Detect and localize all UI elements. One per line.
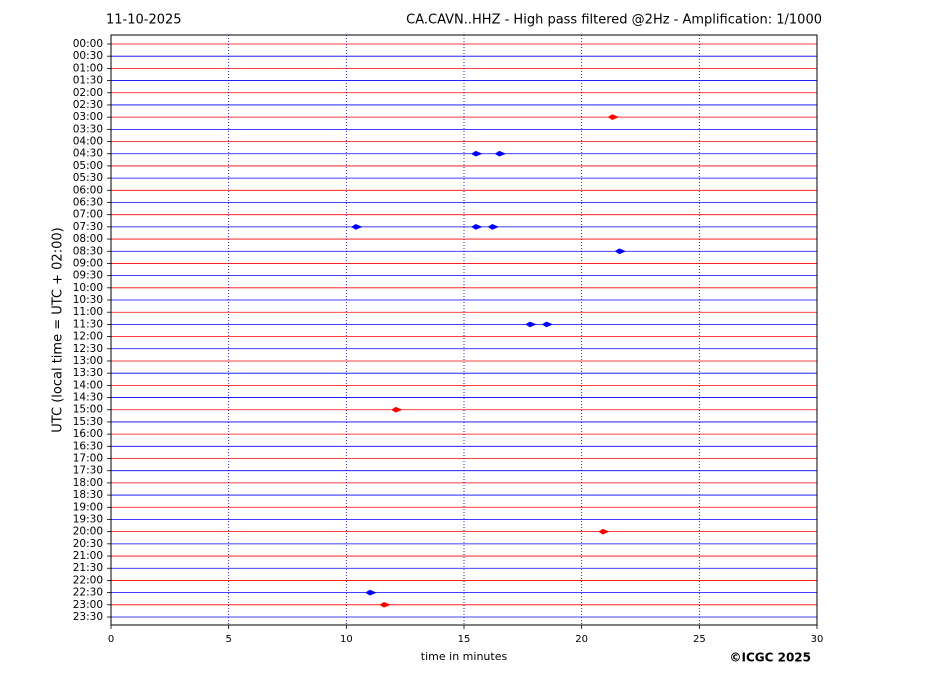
copyright: ©ICGC 2025 <box>729 651 811 665</box>
seismic-event <box>487 224 500 230</box>
y-tick-label: 20:00 <box>73 526 103 538</box>
x-tick-label: 20 <box>575 634 588 645</box>
y-tick-label: 12:00 <box>73 331 103 343</box>
plot-frame <box>110 34 818 626</box>
y-tick-label: 03:30 <box>73 123 103 135</box>
y-tick-label: 02:30 <box>73 99 103 111</box>
date: 11-10-2025 <box>106 13 182 28</box>
y-tick-label: 23:30 <box>73 611 103 623</box>
y-tick-label: 05:30 <box>73 172 103 184</box>
y-tick-label: 01:00 <box>73 62 103 74</box>
y-tick-label: 23:00 <box>73 599 103 611</box>
x-tick-label: 25 <box>693 634 706 645</box>
y-tick-label: 04:30 <box>73 148 103 160</box>
y-tick-label: 07:30 <box>73 221 103 233</box>
y-tick-label: 16:30 <box>73 440 103 452</box>
y-tick-label: 09:30 <box>73 270 103 282</box>
seismic-event <box>471 224 483 230</box>
seismic-event <box>598 528 610 535</box>
y-tick-label: 10:30 <box>73 294 103 306</box>
y-tick-label: 05:00 <box>73 160 103 172</box>
y-tick-label: 13:00 <box>73 355 103 367</box>
y-tick-label: 00:00 <box>73 38 103 50</box>
y-tick-label: 22:30 <box>73 587 103 599</box>
y-tick-label: 21:00 <box>73 550 103 562</box>
y-tick-label: 20:30 <box>73 538 103 550</box>
x-tick-label: 5 <box>225 634 231 645</box>
seismic-event <box>391 406 403 413</box>
x-tick-label: 30 <box>811 634 824 645</box>
x-tick-label: 15 <box>458 634 471 645</box>
seismic-event <box>607 114 620 120</box>
x-tick-label: 0 <box>108 634 114 645</box>
y-tick-label: 19:30 <box>73 513 103 525</box>
x-tick-label: 10 <box>340 634 353 645</box>
y-tick-label: 00:30 <box>73 50 103 62</box>
seismic-event <box>614 248 627 255</box>
y-tick-label: 17:00 <box>73 453 103 465</box>
y-tick-label: 12:30 <box>73 343 103 355</box>
seismic-event <box>541 321 554 328</box>
chart-title: CA.CAVN..HHZ - High pass filtered @2Hz -… <box>406 13 822 28</box>
y-tick-label: 08:00 <box>73 233 103 245</box>
y-tick-label: 06:30 <box>73 196 103 208</box>
seismic-event <box>494 150 507 157</box>
y-tick-label: 18:00 <box>73 477 103 489</box>
y-tick-label: 01:30 <box>73 75 103 87</box>
y-tick-label: 14:00 <box>73 379 103 391</box>
seismic-event <box>471 150 483 157</box>
y-tick-label: 18:30 <box>73 489 103 501</box>
y-tick-label: 11:30 <box>73 318 103 330</box>
y-tick-label: 13:30 <box>73 367 103 379</box>
y-tick-label: 17:30 <box>73 465 103 477</box>
y-tick-label: 14:30 <box>73 392 103 404</box>
y-tick-label: 21:30 <box>73 562 103 574</box>
y-tick-label: 09:00 <box>73 257 103 269</box>
seismic-event <box>379 601 391 608</box>
y-tick-label: 08:30 <box>73 245 103 257</box>
y-tick-label: 15:00 <box>73 404 103 416</box>
y-tick-label: 11:00 <box>73 306 103 318</box>
y-tick-label: 02:00 <box>73 87 103 99</box>
y-tick-label: 10:00 <box>73 282 103 294</box>
y-tick-label: 04:00 <box>73 136 103 148</box>
y-tick-label: 15:30 <box>73 416 103 428</box>
y-tick-label: 07:00 <box>73 209 103 221</box>
y-tick-label: 19:00 <box>73 501 103 513</box>
y-tick-label: 06:00 <box>73 184 103 196</box>
y-tick-label: 16:00 <box>73 428 103 440</box>
x-axis-label: time in minutes <box>421 650 508 663</box>
seismic-event <box>365 589 377 596</box>
seismic-event <box>351 224 363 230</box>
y-tick-label: 22:00 <box>73 574 103 586</box>
y-tick-label: 03:00 <box>73 111 103 123</box>
y-axis-label: UTC (local time = UTC + 02:00) <box>51 227 66 432</box>
seismic-event <box>525 321 537 328</box>
